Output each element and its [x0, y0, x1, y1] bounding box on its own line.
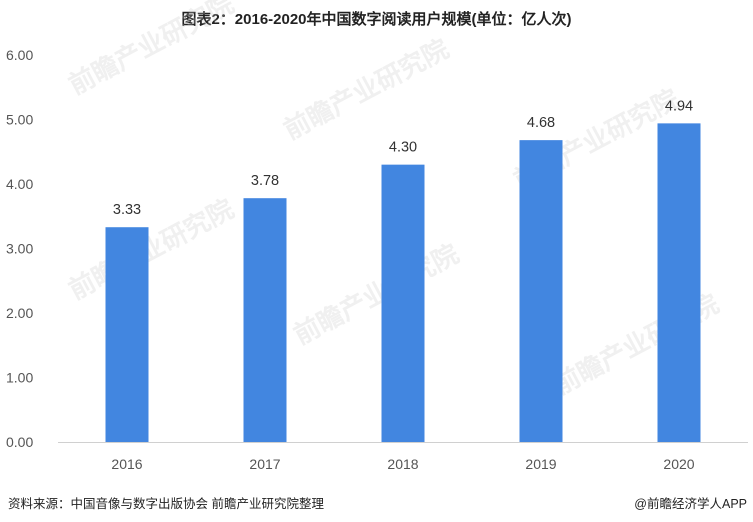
x-tick-label-2020: 2020 — [663, 456, 694, 472]
y-tick-label: 0.00 — [6, 434, 33, 450]
source-note: 资料来源：中国音像与数字出版协会 前瞻产业研究院整理 — [8, 497, 324, 511]
y-tick-label: 3.00 — [6, 241, 33, 257]
chart-title: 图表2：2016-2020年中国数字阅读用户规模(单位：亿人次) — [181, 11, 572, 28]
value-label-2018: 4.30 — [389, 140, 417, 156]
y-tick-label: 5.00 — [6, 112, 33, 128]
value-label-2016: 3.33 — [113, 202, 141, 218]
value-label-2019: 4.68 — [527, 115, 555, 131]
watermark-text: 前瞻产业研究院 — [64, 0, 239, 101]
y-tick-label: 1.00 — [6, 370, 33, 386]
x-axis-ticks: 2016 2017 2018 2019 2020 — [111, 456, 694, 472]
watermark-text: 前瞻产业研究院 — [289, 238, 464, 351]
watermark-text: 前瞻产业研究院 — [279, 33, 454, 146]
bar-2018 — [381, 164, 425, 442]
y-tick-label: 6.00 — [6, 47, 33, 63]
bar-2017 — [243, 198, 287, 442]
bar-2016 — [105, 227, 149, 442]
x-tick-label-2018: 2018 — [387, 456, 418, 472]
bar-2019 — [519, 140, 563, 442]
bar-2020 — [657, 123, 701, 443]
bars — [105, 123, 701, 443]
watermark-text: 前瞻产业研究院 — [64, 193, 239, 306]
value-label-2017: 3.78 — [251, 173, 279, 189]
y-tick-label: 2.00 — [6, 305, 33, 321]
credit-label: @前瞻经济学人APP — [634, 497, 747, 511]
x-tick-label-2016: 2016 — [111, 456, 142, 472]
value-labels: 3.33 3.78 4.30 4.68 4.94 — [113, 98, 693, 218]
x-tick-label-2019: 2019 — [525, 456, 556, 472]
y-axis-ticks: 0.00 1.00 2.00 3.00 4.00 5.00 6.00 — [6, 47, 33, 450]
x-tick-label-2017: 2017 — [249, 456, 280, 472]
value-label-2020: 4.94 — [665, 98, 693, 114]
y-tick-label: 4.00 — [6, 176, 33, 192]
